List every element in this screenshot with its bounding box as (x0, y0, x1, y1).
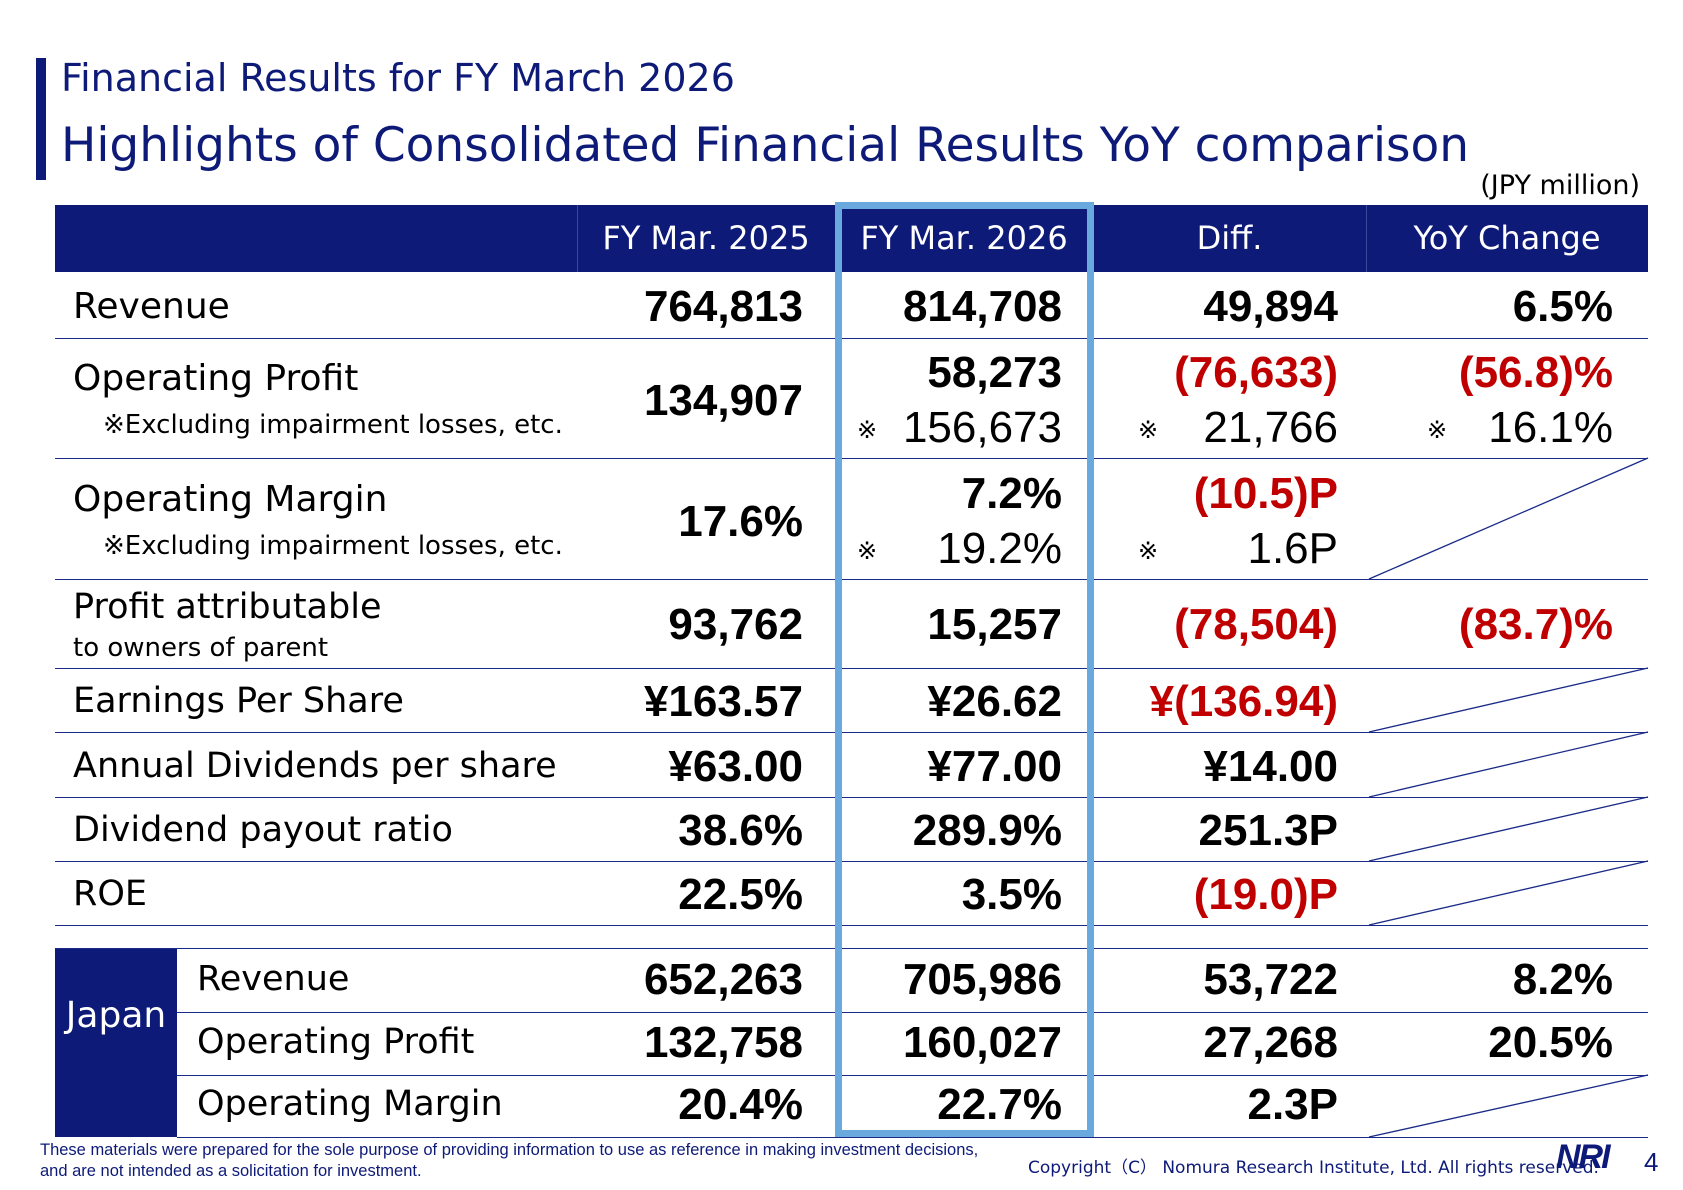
eps-curr: ¥26.62 (927, 677, 1062, 726)
roe-prev: 22.5% (678, 870, 803, 919)
japan-op-profit-yoy: 20.5% (1488, 1018, 1613, 1067)
page-number: 4 (1644, 1147, 1659, 1177)
dividends-curr: ¥77.00 (927, 742, 1062, 791)
row-label-operating-margin: Operating Margin (73, 479, 388, 520)
note-mark: ※ (857, 537, 878, 565)
payout-curr: 289.9% (912, 806, 1062, 855)
op-margin-prev: 17.6% (678, 497, 803, 546)
op-margin-curr: 7.2% (961, 469, 1062, 518)
roe-curr: 3.5% (961, 870, 1062, 919)
column-header-yoy: YoY Change (1413, 219, 1601, 257)
op-profit-curr: 58,273 (927, 348, 1062, 397)
profit-attr-curr: 15,257 (927, 600, 1062, 649)
japan-op-profit-prev: 132,758 (643, 1018, 803, 1067)
japan-revenue-prev: 652,263 (643, 955, 803, 1004)
note-mark: ※ (1138, 537, 1159, 565)
table-header: FY Mar. 2025 FY Mar. 2026 Diff. YoY Chan… (55, 205, 1648, 272)
op-profit-prev: 134,907 (643, 376, 803, 425)
row-label-eps: Earnings Per Share (73, 681, 404, 721)
page-title: Financial Results for FY March 2026 (61, 56, 735, 100)
japan-op-margin-curr: 22.7% (937, 1080, 1062, 1129)
copyright: Copyright（C） Nomura Research Institute, … (1028, 1158, 1599, 1178)
op-profit-diff-excluding: 21,766 (1203, 403, 1338, 452)
revenue-yoy: 6.5% (1512, 282, 1613, 331)
dividends-prev: ¥63.00 (668, 742, 803, 791)
row-note-operating-margin: ※Excluding impairment losses, etc. (103, 531, 563, 561)
op-profit-yoy: (56.8)% (1458, 348, 1613, 397)
column-header-prev: FY Mar. 2025 (602, 219, 810, 257)
profit-attr-yoy: (83.7)% (1458, 600, 1613, 649)
note-mark: ※ (1138, 416, 1159, 444)
op-margin-diff: (10.5)P (1193, 469, 1338, 518)
page-subtitle: Highlights of Consolidated Financial Res… (61, 118, 1470, 173)
payout-diff: 251.3P (1198, 806, 1338, 855)
japan-segment-label: Japan (65, 995, 167, 1036)
nri-logo: NRI (1556, 1138, 1611, 1176)
japan-op-profit-curr: 160,027 (902, 1018, 1062, 1067)
revenue-diff: 49,894 (1203, 282, 1338, 331)
japan-revenue-curr: 705,986 (902, 955, 1062, 1004)
japan-segment-label-box (55, 949, 177, 1137)
column-header-curr: FY Mar. 2026 (860, 219, 1068, 257)
japan-op-margin-diff: 2.3P (1247, 1080, 1338, 1129)
note-mark: ※ (1427, 416, 1448, 444)
op-profit-curr-excluding: 156,673 (902, 403, 1062, 452)
payout-prev: 38.6% (678, 806, 803, 855)
eps-prev: ¥163.57 (643, 677, 803, 726)
revenue-curr: 814,708 (902, 282, 1062, 331)
row-note-operating-profit: ※Excluding impairment losses, etc. (103, 410, 563, 440)
row-label-operating-profit: Operating Profit (73, 358, 359, 399)
row-label-revenue: Revenue (73, 286, 230, 327)
dividends-diff: ¥14.00 (1203, 742, 1338, 791)
japan-op-margin-prev: 20.4% (678, 1080, 803, 1129)
op-margin-curr-excluding: 19.2% (937, 524, 1062, 573)
profit-attr-prev: 93,762 (668, 600, 803, 649)
roe-diff: (19.0)P (1193, 870, 1338, 919)
row-label-japan-op-profit: Operating Profit (197, 1022, 475, 1062)
row-label-japan-revenue: Revenue (197, 959, 350, 999)
unit-label: (JPY million) (1480, 170, 1640, 201)
row-label-dividends: Annual Dividends per share (73, 746, 557, 786)
op-margin-diff-excluding: 1.6P (1247, 524, 1338, 573)
revenue-prev: 764,813 (643, 282, 803, 331)
note-mark: ※ (857, 416, 878, 444)
column-header-diff: Diff. (1196, 219, 1263, 257)
op-profit-diff: (76,633) (1174, 348, 1338, 397)
eps-diff: ¥(136.94) (1149, 677, 1338, 726)
op-profit-yoy-excluding: 16.1% (1488, 403, 1613, 452)
disclaimer: These materials were prepared for the so… (40, 1141, 979, 1180)
profit-attr-diff: (78,504) (1174, 600, 1338, 649)
row-label-payout: Dividend payout ratio (73, 810, 453, 850)
row-label-profit-attributable: Profit attributable (73, 587, 382, 627)
row-label-profit-attributable-2: to owners of parent (73, 633, 329, 663)
row-label-japan-op-margin: Operating Margin (197, 1084, 503, 1124)
japan-revenue-yoy: 8.2% (1512, 955, 1613, 1004)
title-accent-bar (36, 58, 46, 180)
japan-op-profit-diff: 27,268 (1203, 1018, 1338, 1067)
row-label-roe: ROE (73, 874, 147, 914)
japan-revenue-diff: 53,722 (1203, 955, 1338, 1004)
